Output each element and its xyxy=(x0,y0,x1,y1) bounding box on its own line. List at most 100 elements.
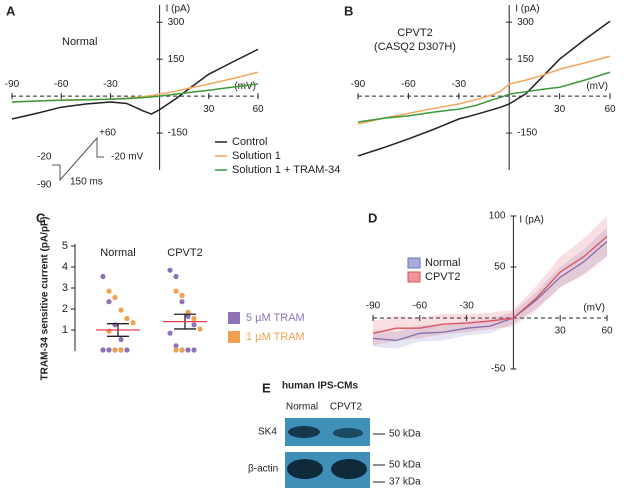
x-axis-label: (mV) xyxy=(586,81,608,92)
marker-label: 50 kDa xyxy=(389,429,421,440)
data-point xyxy=(106,347,112,353)
y-tick-label: -150 xyxy=(168,128,188,139)
marker-label: 37 kDa xyxy=(389,477,421,488)
iv-trace xyxy=(11,83,259,103)
iv-trace xyxy=(357,20,611,157)
y-axis-label: I (pA) xyxy=(519,215,543,226)
data-point xyxy=(173,288,179,294)
panel-label: C xyxy=(36,210,46,225)
iv-trace xyxy=(11,48,259,120)
iv-trace xyxy=(357,71,611,123)
x-tick-label: 60 xyxy=(604,104,616,115)
y-tick-label: 150 xyxy=(168,54,185,65)
legend-swatch xyxy=(228,331,240,343)
protocol-label: -90 xyxy=(37,180,52,191)
data-point xyxy=(130,320,136,326)
legend-swatch xyxy=(407,257,421,269)
data-point xyxy=(179,347,185,353)
x-tick-label: -30 xyxy=(459,301,474,312)
x-tick-label: -60 xyxy=(54,79,69,90)
error-band xyxy=(373,216,607,346)
lane-label: Normal xyxy=(286,402,318,413)
data-point xyxy=(191,315,197,322)
legend-label: Solution 1 + TRAM-34 xyxy=(232,164,340,176)
blot-band xyxy=(287,459,323,479)
legend-swatch xyxy=(407,271,421,283)
x-tick-label: 30 xyxy=(554,104,566,115)
data-point xyxy=(118,336,124,343)
data-point xyxy=(185,313,191,319)
y-axis-label: TRAM-34 sensitive current (pA/pF) xyxy=(40,217,51,381)
x-tick-label: -90 xyxy=(366,301,381,312)
data-point xyxy=(197,326,203,332)
x-tick-label: -60 xyxy=(401,79,416,90)
blot-band xyxy=(333,428,363,438)
x-tick-label: 30 xyxy=(555,326,567,337)
protocol-label: 150 ms xyxy=(70,177,103,188)
y-axis-label: I (pA) xyxy=(515,4,539,15)
y-tick-label: 100 xyxy=(489,211,506,222)
x-tick-label: -60 xyxy=(413,301,428,312)
lane-label: CPVT2 xyxy=(330,402,363,413)
blot-band xyxy=(288,426,320,438)
legend-label: Control xyxy=(232,136,267,148)
panel-label: A xyxy=(6,3,16,18)
mean-trace xyxy=(372,235,608,334)
legend-label: Normal xyxy=(425,257,460,269)
data-point xyxy=(100,347,106,353)
x-tick-label: 60 xyxy=(252,104,264,115)
y-tick-label: 1 xyxy=(62,324,68,336)
x-tick-label: -90 xyxy=(351,79,366,90)
data-point xyxy=(106,299,112,305)
data-point xyxy=(185,347,191,353)
legend-label: Solution 1 xyxy=(232,150,281,162)
x-tick-label: -30 xyxy=(452,79,467,90)
data-point xyxy=(106,328,112,334)
legend-label: 5 µM TRAM xyxy=(246,312,305,324)
x-tick-label: 60 xyxy=(601,326,613,337)
iv-trace xyxy=(357,55,611,125)
data-point xyxy=(173,347,179,353)
data-point xyxy=(106,288,112,294)
marker-label: 50 kDa xyxy=(389,460,421,471)
error-band xyxy=(373,227,607,349)
y-tick-label: 3 xyxy=(62,282,68,294)
y-tick-label: 150 xyxy=(517,54,534,65)
legend-label: CPVT2 xyxy=(425,271,460,283)
data-point xyxy=(179,299,185,305)
y-tick-label: -50 xyxy=(491,364,506,375)
annotation: (CASQ2 D307H) xyxy=(374,41,456,53)
annotation: CPVT2 xyxy=(397,27,432,39)
data-point xyxy=(167,330,173,336)
y-tick-label: 2 xyxy=(62,303,68,315)
y-tick-label: 300 xyxy=(517,17,534,28)
y-tick-label: 50 xyxy=(494,262,506,273)
protocol-diagram xyxy=(52,136,104,182)
protocol-label: -20 mV xyxy=(111,152,144,163)
x-tick-label: 30 xyxy=(203,104,215,115)
mean-trace xyxy=(372,241,608,342)
row-label: SK4 xyxy=(258,427,277,438)
data-point xyxy=(112,322,118,328)
data-point xyxy=(118,347,124,353)
x-tick-label: -30 xyxy=(103,79,118,90)
y-tick-label: -150 xyxy=(517,128,537,139)
protocol-label: -20 xyxy=(37,152,52,163)
annotation: Normal xyxy=(62,36,97,48)
data-point xyxy=(112,347,118,353)
category-label: CPVT2 xyxy=(167,247,202,259)
data-point xyxy=(112,294,118,301)
x-axis-label: (mV) xyxy=(583,303,605,314)
data-point xyxy=(173,273,179,280)
data-point xyxy=(124,315,130,322)
y-tick-label: 300 xyxy=(168,17,185,28)
data-point xyxy=(185,309,191,315)
x-tick-label: -90 xyxy=(5,79,20,90)
protocol-label: +60 xyxy=(99,128,116,139)
y-axis-label: I (pA) xyxy=(166,4,190,15)
blot-title: human IPS-CMs xyxy=(282,381,359,392)
panel-label: E xyxy=(262,380,271,395)
panel-label: B xyxy=(344,3,353,18)
category-label: Normal xyxy=(100,247,135,259)
